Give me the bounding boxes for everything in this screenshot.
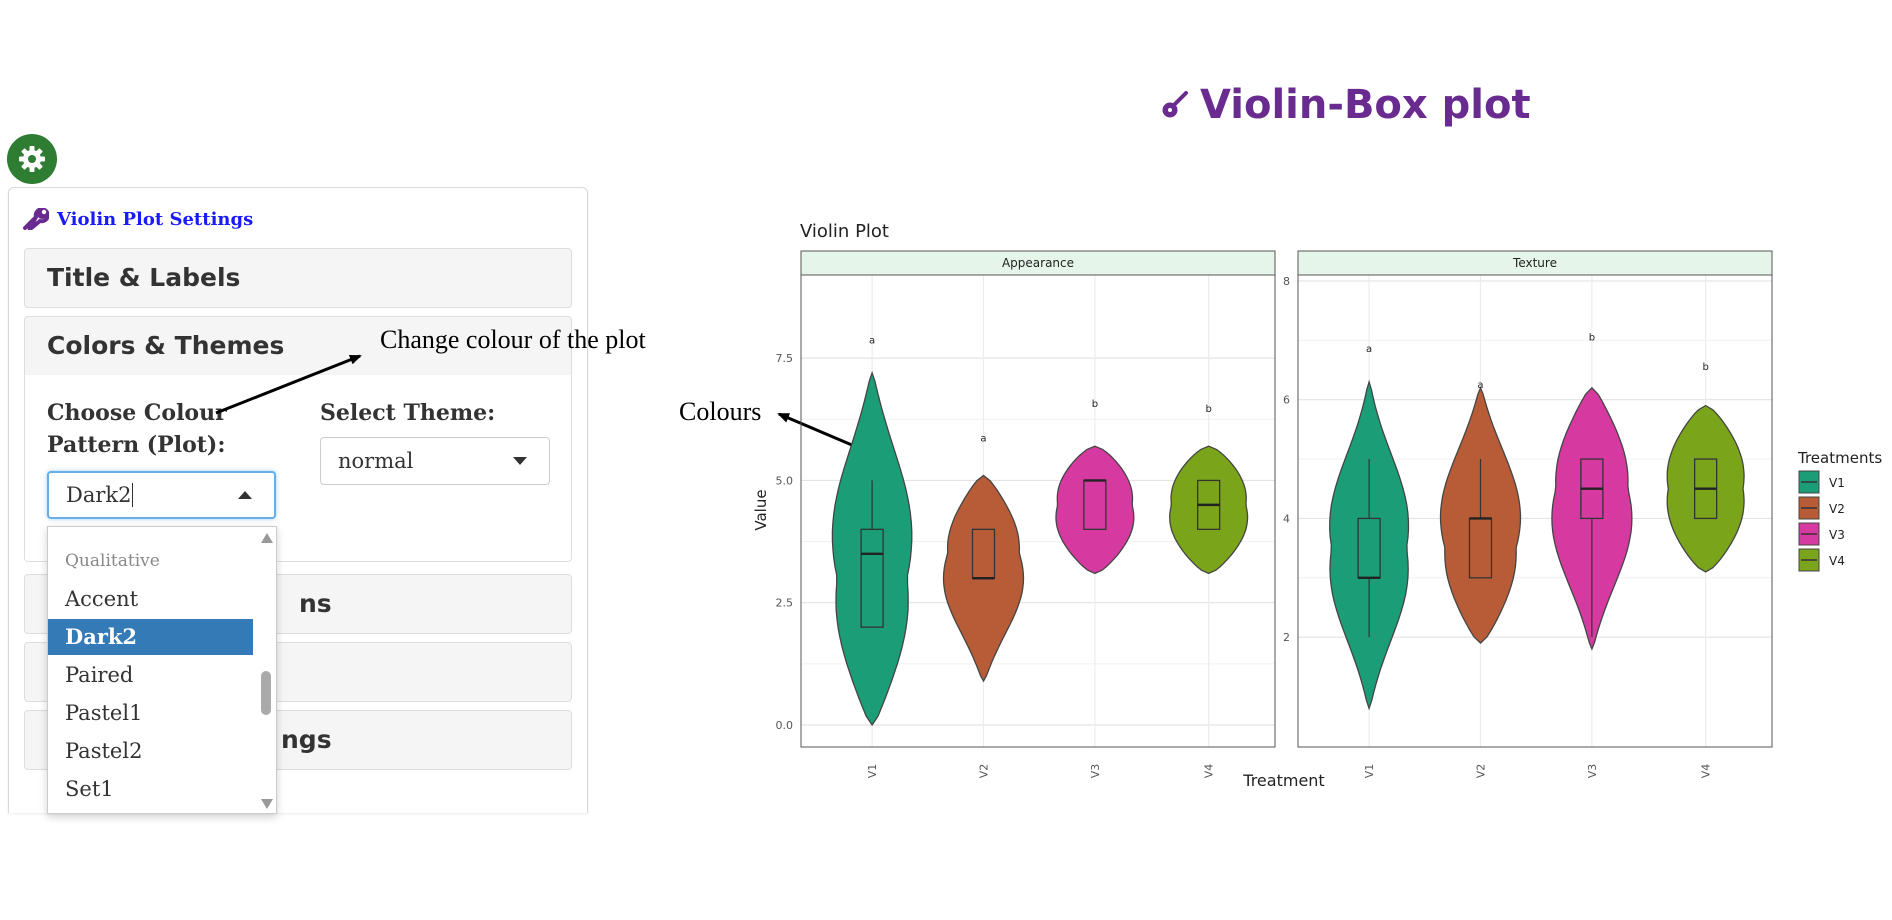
chevron-up-icon [238, 491, 252, 499]
dropdown-scrollbar-thumb[interactable] [261, 671, 271, 715]
significance-letter: a [1477, 380, 1483, 391]
x-tick-label: V1 [866, 764, 879, 779]
accordion-section-5-header: ngs [281, 725, 332, 754]
x-tick-label: V2 [1474, 764, 1487, 779]
x-tick-label: V1 [1363, 764, 1376, 779]
significance-letter: b [1205, 404, 1211, 415]
accordion-title-labels[interactable]: Title & Labels [24, 248, 572, 308]
colour-pattern-label-line2: Pattern (Plot): [47, 432, 226, 458]
text-cursor [132, 483, 134, 507]
significance-letter: a [869, 335, 875, 346]
colour-pattern-value: Dark2 [66, 483, 132, 507]
facet-strip-appearance [800, 250, 1276, 276]
x-tick-label: V3 [1089, 764, 1102, 779]
annotation-colours: Colours [679, 397, 762, 426]
option-accent[interactable]: Accent [65, 587, 139, 611]
box-appearance-v1 [860, 528, 884, 628]
colour-pattern-label-line1: Choose Colour [47, 400, 227, 426]
wrench-icon [23, 208, 49, 230]
box-appearance-v2 [971, 528, 996, 579]
y-tick-label: 2 [1283, 631, 1290, 644]
settings-title-text: Violin Plot Settings [57, 208, 254, 230]
accordion-title-labels-header: Title & Labels [47, 263, 241, 292]
significance-letter: b [1589, 332, 1595, 343]
x-tick-label: V3 [1586, 764, 1599, 779]
y-tick-label: 7.5 [776, 352, 794, 365]
colour-pattern-select[interactable]: Dark2 [47, 471, 276, 519]
legend-title: Treatments [1797, 449, 1882, 467]
option-paired[interactable]: Paired [65, 663, 134, 687]
box-texture-v2 [1468, 517, 1493, 579]
legend-label-v3: V3 [1829, 528, 1845, 542]
facet-label-texture: Texture [1512, 256, 1557, 270]
guitar-icon [1162, 91, 1188, 118]
facet-label-appearance: Appearance [1002, 256, 1074, 270]
significance-letter: b [1092, 399, 1098, 410]
annotation-arrow-change-colour [215, 354, 362, 415]
colour-pattern-dropdown[interactable]: Qualitative Accent Dark2 Paired Pastel1 … [47, 526, 277, 814]
facet-panel-border [1297, 274, 1773, 748]
y-tick-label: 2.5 [776, 597, 794, 610]
significance-letter: b [1702, 362, 1708, 373]
legend-label-v1: V1 [1829, 476, 1845, 490]
option-dark2[interactable]: Dark2 [48, 619, 253, 655]
legend-label-v4: V4 [1829, 554, 1845, 568]
accordion-section-3-header: ns [299, 589, 332, 618]
option-set1[interactable]: Set1 [65, 777, 114, 801]
settings-toggle-button[interactable] [7, 134, 57, 184]
gear-icon [19, 146, 45, 172]
theme-value: normal [338, 449, 414, 473]
annotation-change-colour: Change colour of the plot [380, 325, 646, 354]
chevron-down-icon [513, 457, 527, 465]
facet-strip-texture [1297, 250, 1773, 276]
x-tick-label: V4 [1700, 764, 1713, 779]
y-axis-label: Value [752, 489, 770, 530]
accordion-colors-themes[interactable]: Colors & Themes [24, 316, 572, 376]
chart-title: Violin Plot [800, 221, 889, 242]
page-title-text: Violin-Box plot [1200, 82, 1531, 128]
legend-label-v2: V2 [1829, 502, 1845, 516]
scroll-down-arrow-icon[interactable] [261, 799, 273, 809]
y-tick-label: 8 [1283, 275, 1290, 288]
accordion-colors-themes-header: Colors & Themes [47, 331, 285, 360]
significance-letter: a [980, 433, 986, 444]
y-tick-label: 4 [1283, 512, 1290, 525]
colors-themes-body: Choose Colour Pattern (Plot): Select The… [24, 375, 572, 562]
box-texture-v1 [1357, 517, 1381, 579]
theme-select[interactable]: normal [320, 437, 550, 485]
significance-letter: a [1366, 344, 1372, 355]
x-axis-label: Treatment [1242, 771, 1324, 790]
option-pastel2[interactable]: Pastel2 [65, 739, 143, 763]
option-pastel1[interactable]: Pastel1 [65, 701, 143, 725]
y-tick-label: 0.0 [776, 719, 794, 732]
facet-panel-border [800, 274, 1276, 748]
scroll-up-arrow-icon[interactable] [261, 533, 273, 543]
page-title: Violin-Box plot [1160, 82, 1531, 128]
settings-panel-title: Violin Plot Settings [23, 208, 253, 230]
x-tick-label: V4 [1203, 764, 1216, 779]
x-tick-label: V2 [977, 764, 990, 779]
theme-label: Select Theme: [320, 400, 496, 426]
box-appearance-v3 [1083, 479, 1107, 530]
y-tick-label: 5.0 [776, 474, 794, 487]
optgroup-qualitative: Qualitative [65, 551, 160, 571]
y-tick-label: 6 [1283, 394, 1290, 407]
